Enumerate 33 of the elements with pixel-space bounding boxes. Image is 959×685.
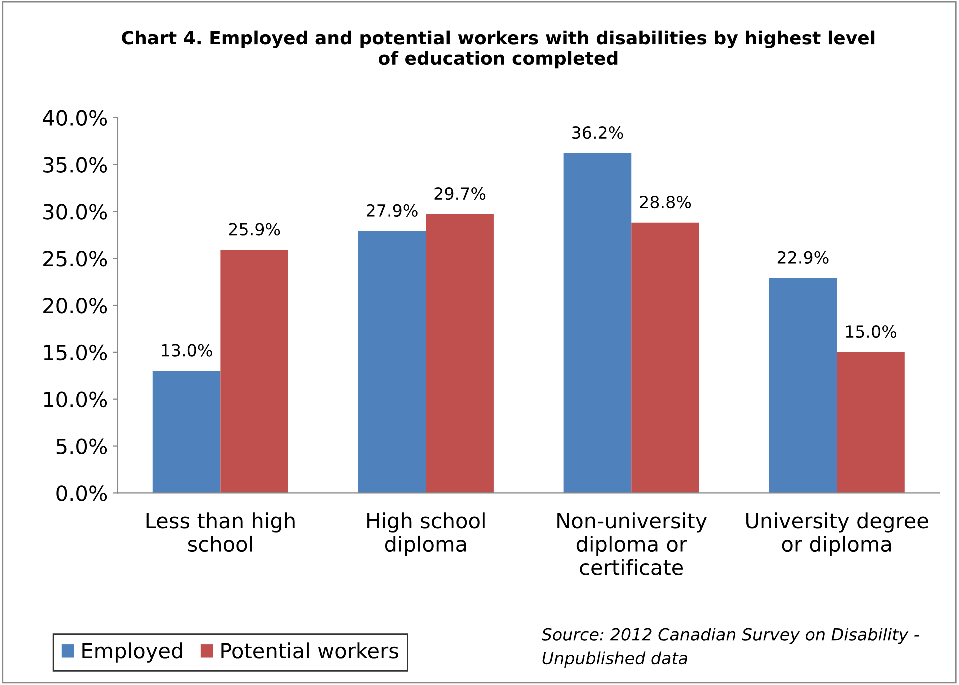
bar (632, 222, 700, 494)
chart-title: Chart 4. Employed and potential workers with disabilities by highest level of education completed (122, 30, 875, 69)
bar (220, 250, 288, 494)
bar (837, 352, 905, 494)
data-label: 27.9% (367, 204, 418, 218)
y-tick-label: 30.0% (44, 204, 108, 220)
bar (152, 371, 221, 494)
data-label: 28.8% (640, 196, 692, 209)
x-tick-label: Less than high school (146, 512, 295, 552)
source-note: Source: 2012 Canadian Survey on Disability - Unpublished data (542, 628, 920, 668)
y-tick-label: 20.0% (44, 298, 108, 314)
x-tick-label: Non-university diploma or certificate (558, 512, 708, 576)
bar (564, 153, 632, 494)
y-tick-label: 15.0% (44, 344, 108, 361)
data-label: 25.9% (229, 223, 280, 236)
y-tick-label: 40.0% (43, 110, 108, 126)
y-tick-label: 35.0% (44, 157, 108, 173)
data-label: 15.0% (846, 325, 897, 338)
legend-label: Potential workers (222, 642, 398, 659)
data-label: 36.2% (572, 126, 624, 140)
x-tick-label: High school diploma (368, 512, 485, 556)
y-tick-label: 10.0% (44, 392, 108, 408)
bar (358, 231, 426, 494)
y-tick-label: 5.0% (56, 438, 108, 454)
data-label: 29.7% (434, 188, 486, 200)
data-label: 22.9% (778, 251, 829, 264)
x-tick-label: University degree or diploma (746, 512, 928, 556)
bar (426, 214, 494, 494)
y-tick-label: 25.0% (44, 251, 108, 267)
legend-label: Employed (82, 642, 182, 663)
data-label: 13.0% (162, 344, 212, 357)
bar (769, 278, 838, 494)
y-tick-label: 0.0% (56, 486, 108, 502)
